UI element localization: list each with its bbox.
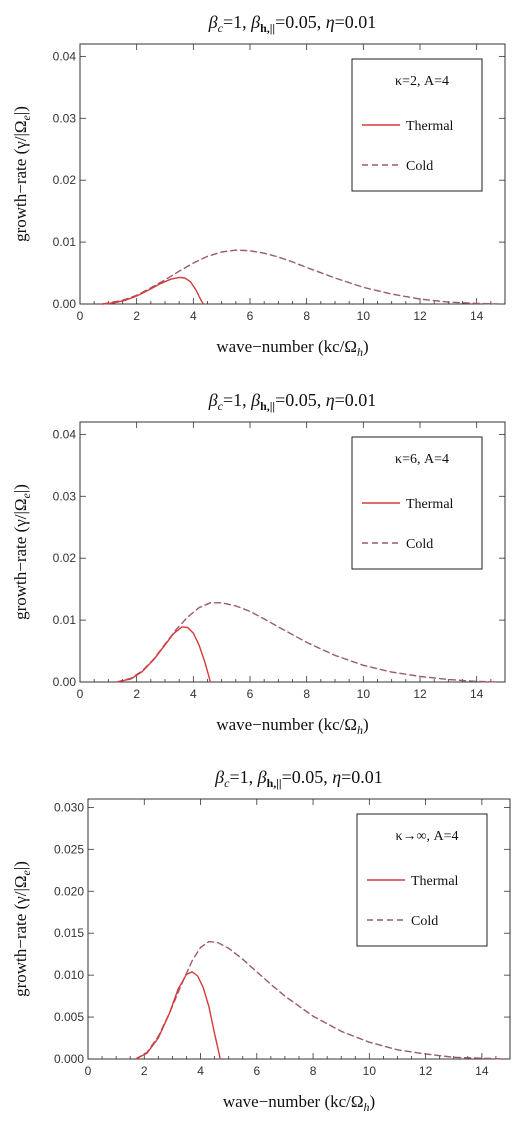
x-tick-label: 8	[303, 309, 310, 323]
x-tick-label: 12	[413, 687, 427, 701]
x-tick-label: 12	[419, 1064, 433, 1078]
x-tick-label: 6	[247, 687, 254, 701]
y-axis-label: growth−rate (γ/|Ωe|)	[11, 106, 33, 242]
y-tick-label: 0.015	[54, 926, 84, 940]
series-line-thermal	[135, 971, 221, 1060]
y-tick-label: 0.02	[53, 173, 77, 187]
x-axis-label: wave−number (kc/Ωh)	[216, 337, 368, 359]
y-tick-label: 0.01	[53, 613, 77, 627]
x-tick-label: 10	[357, 687, 371, 701]
y-tick-label: 0.04	[53, 427, 77, 441]
x-tick-label: 2	[133, 309, 140, 323]
x-tick-label: 0	[85, 1064, 92, 1078]
legend-label-cold: Cold	[406, 537, 433, 552]
chart-svg: βc=1, βh,||=0.05, η=0.01 0 2 4 6 8 10 12 14 0.00 0…	[11, 12, 506, 359]
y-tick-label: 0.02	[53, 551, 77, 565]
y-tick-label: 0.00	[53, 297, 77, 311]
y-tick-label: 0.005	[54, 1010, 84, 1024]
series-line-cold	[135, 940, 506, 1060]
legend-label-thermal: Thermal	[411, 874, 459, 889]
legend-label-cold: Cold	[411, 914, 438, 929]
x-tick-label: 0	[77, 687, 84, 701]
chart-title: βc=1, βh,||=0.05, η=0.01	[214, 767, 383, 790]
legend-label-cold: Cold	[406, 159, 433, 174]
x-tick-label: 4	[190, 687, 197, 701]
series-line-cold	[116, 602, 500, 683]
x-tick-label: 14	[470, 687, 484, 701]
legend: κ=2, A=4 Thermal Cold	[351, 58, 483, 192]
series-line-thermal	[116, 626, 212, 683]
chart-panel-3: βc=1, βh,||=0.05, η=0.01 0 2 4 6 8 10 12 14 0.000…	[0, 754, 520, 1130]
y-tick-label: 0.030	[54, 800, 84, 814]
x-tick-label: 6	[253, 1064, 260, 1078]
chart-panel-1: βc=1, βh,||=0.05, η=0.01 0 2 4 6 8 10 12 14 0.00 0…	[0, 0, 520, 377]
x-axis-label: wave−number (kc/Ωh)	[223, 1092, 375, 1114]
legend-title: κ→∞, A=4	[395, 829, 458, 844]
y-tick-label: 0.03	[53, 111, 77, 125]
x-axis-label: wave−number (kc/Ωh)	[216, 715, 368, 737]
y-tick-label: 0.000	[54, 1052, 84, 1066]
x-tick-label: 4	[190, 309, 197, 323]
x-tick-label: 8	[303, 687, 310, 701]
x-tick-label: 8	[310, 1064, 317, 1078]
chart-panel-2: βc=1, βh,||=0.05, η=0.01 0 2 4 6 8 10 12 14 0.00 0…	[0, 377, 520, 754]
y-axis-label: growth−rate (γ/|Ωe|)	[11, 484, 33, 620]
legend-title: κ=6, A=4	[395, 452, 449, 467]
y-tick-label: 0.03	[53, 489, 77, 503]
x-tick-label: 0	[77, 309, 84, 323]
x-tick-label: 12	[413, 309, 427, 323]
y-tick-label: 0.025	[54, 842, 84, 856]
legend-label-thermal: Thermal	[406, 497, 454, 512]
legend-label-thermal: Thermal	[406, 119, 454, 134]
legend: κ→∞, A=4 Thermal Cold	[356, 813, 488, 947]
y-tick-label: 0.01	[53, 235, 77, 249]
chart-title: βc=1, βh,||=0.05, η=0.01	[208, 390, 377, 413]
chart-svg: βc=1, βh,||=0.05, η=0.01 0 2 4 6 8 10 12 14 0.000…	[11, 767, 511, 1114]
y-axis-label: growth−rate (γ/|Ωe|)	[11, 861, 33, 997]
y-tick-label: 0.04	[53, 49, 77, 63]
y-tick-label: 0.010	[54, 968, 84, 982]
x-tick-label: 14	[470, 309, 484, 323]
x-tick-label: 6	[247, 309, 254, 323]
x-tick-label: 4	[197, 1064, 204, 1078]
chart-svg: βc=1, βh,||=0.05, η=0.01 0 2 4 6 8 10 12 14 0.00 0…	[11, 390, 506, 737]
y-tick-label: 0.00	[53, 675, 77, 689]
series-line-cold	[101, 249, 500, 305]
legend-title: κ=2, A=4	[395, 74, 449, 89]
y-tick-label: 0.020	[54, 884, 84, 898]
chart-title: βc=1, βh,||=0.05, η=0.01	[208, 12, 377, 35]
x-tick-label: 2	[141, 1064, 148, 1078]
x-tick-label: 10	[363, 1064, 377, 1078]
x-tick-label: 10	[357, 309, 371, 323]
series-line-thermal	[101, 276, 205, 305]
legend: κ=6, A=4 Thermal Cold	[351, 436, 483, 570]
x-tick-label: 14	[475, 1064, 489, 1078]
x-tick-label: 2	[133, 687, 140, 701]
